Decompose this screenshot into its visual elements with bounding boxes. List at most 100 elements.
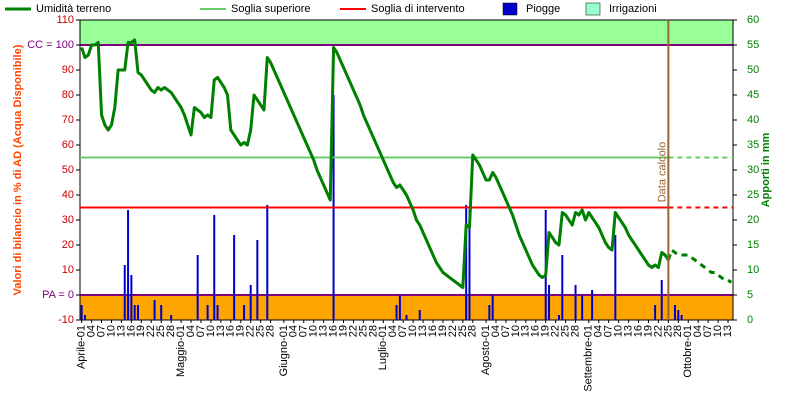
y2-tick-label: 10 (747, 264, 759, 276)
bar (398, 295, 401, 320)
y-tick-label: 60 (62, 139, 74, 151)
x-tick-label: 28 (165, 325, 177, 337)
y-tick-label: 30 (62, 214, 74, 226)
x-tick-label: 13 (520, 325, 532, 337)
y2-tick-label: 15 (747, 239, 759, 251)
bar (418, 310, 421, 320)
x-tick-label: 28 (672, 325, 684, 337)
x-tick-label: 22 (652, 325, 664, 337)
x-tick-label: Aprile-01 (76, 325, 88, 369)
bar (491, 295, 494, 320)
x-tick-label: 10 (510, 325, 522, 337)
x-tick-label: 19 (540, 325, 552, 337)
legend-label: Soglia di intervento (371, 3, 465, 15)
x-tick-label: 04 (288, 325, 300, 337)
x-tick-label: 25 (662, 325, 674, 337)
bar (233, 235, 236, 320)
x-tick-label: 10 (407, 325, 419, 337)
bar (127, 210, 130, 320)
y-tick-label: 110 (56, 14, 74, 26)
x-tick-label: 07 (397, 325, 409, 337)
x-tick-label: 13 (318, 325, 330, 337)
x-tick-label: 16 (530, 325, 542, 337)
x-tick-label: Maggio-01 (175, 325, 187, 377)
bar (614, 235, 617, 320)
y2-axis-label: Apporti in mm (760, 133, 772, 208)
bar (133, 305, 136, 320)
x-tick-label: Agosto-01 (480, 325, 492, 375)
bar (680, 315, 683, 320)
x-tick-label: 13 (722, 325, 734, 337)
x-tick-label: 13 (115, 325, 127, 337)
x-tick-label: 28 (569, 325, 581, 337)
bar (654, 305, 657, 320)
y2-tick-label: 35 (747, 139, 759, 151)
legend-label: Umidità terreno (36, 3, 111, 15)
moisture-line (80, 38, 670, 289)
y2-tick-label: 0 (747, 314, 753, 326)
x-tick-label: 22 (447, 325, 459, 337)
x-tick-label: 28 (265, 325, 277, 337)
bar (548, 285, 551, 320)
legend-label: Irrigazioni (609, 3, 657, 15)
bar (557, 315, 560, 320)
x-tick-label: 19 (135, 325, 147, 337)
x-tick-label: 04 (692, 325, 704, 337)
x-tick-label: Settembre-01 (583, 325, 595, 392)
x-tick-label: 07 (298, 325, 310, 337)
x-tick-label: 16 (125, 325, 137, 337)
bar (266, 205, 269, 320)
x-tick-label: 25 (255, 325, 267, 337)
x-tick-label: 04 (185, 325, 197, 337)
x-tick-label: 10 (613, 325, 625, 337)
bar (83, 315, 86, 320)
x-tick-label: Luglio-01 (377, 325, 389, 370)
bar (256, 240, 259, 320)
x-tick-label: 04 (86, 325, 98, 337)
x-tick-label: 04 (593, 325, 605, 337)
moisture-line-forecast (666, 248, 733, 284)
x-tick-label: 19 (642, 325, 654, 337)
legend-swatch (502, 2, 518, 16)
x-tick-label: 19 (337, 325, 349, 337)
x-tick-label: 07 (195, 325, 207, 337)
x-tick-label: 13 (215, 325, 227, 337)
y2-tick-label: 45 (747, 89, 759, 101)
x-tick-label: 10 (105, 325, 117, 337)
y2-tick-label: 60 (747, 14, 759, 26)
x-tick-label: 04 (490, 325, 502, 337)
y-tick-label: 50 (62, 164, 74, 176)
y-tick-label: -10 (58, 314, 74, 326)
y-tick-label: 80 (62, 89, 74, 101)
annotation-label: Data calcolo (656, 142, 668, 203)
bar (468, 210, 471, 320)
x-tick-label: 22 (245, 325, 257, 337)
legend-label: Soglia superiore (231, 3, 311, 15)
legend-label: Piogge (526, 3, 560, 15)
bar (160, 305, 163, 320)
bar (488, 305, 491, 320)
x-tick-label: 10 (712, 325, 724, 337)
y2-tick-label: 30 (747, 164, 759, 176)
y-tick-label: PA = 0 (42, 289, 74, 301)
bar (130, 275, 133, 320)
x-tick-label: 25 (155, 325, 167, 337)
x-tick-label: 22 (347, 325, 359, 337)
x-tick-label: 22 (550, 325, 562, 337)
bar (465, 205, 468, 320)
bar (123, 265, 126, 320)
x-tick-label: 16 (225, 325, 237, 337)
bar (405, 315, 408, 320)
bar (206, 305, 209, 320)
x-tick-label: 10 (205, 325, 217, 337)
bar (677, 310, 680, 320)
bar (395, 305, 398, 320)
bar (243, 305, 246, 320)
bar (673, 305, 676, 320)
x-tick-label: 25 (457, 325, 469, 337)
bar (213, 215, 216, 320)
bar (80, 305, 83, 320)
x-tick-label: 22 (145, 325, 157, 337)
x-tick-label: 07 (702, 325, 714, 337)
